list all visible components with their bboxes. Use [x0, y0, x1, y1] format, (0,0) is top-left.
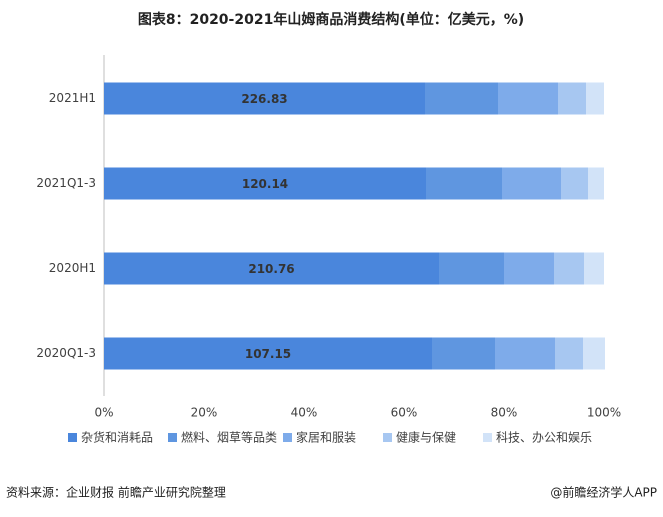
- legend-swatch: [483, 433, 492, 442]
- legend-label: 健康与保健: [396, 430, 456, 445]
- legend-label: 杂货和消耗品: [81, 430, 153, 445]
- bar-segment: [104, 252, 439, 285]
- bar-segment: [104, 167, 426, 200]
- x-tick-label: 40%: [291, 406, 318, 420]
- legend-swatch: [168, 433, 177, 442]
- bar-segment: [104, 337, 432, 370]
- bar-segment: [561, 167, 588, 200]
- y-tick-label: 2020H1: [49, 261, 96, 275]
- legend-swatch: [68, 433, 77, 442]
- bar-segment: [502, 167, 561, 200]
- total-label: 210.76: [248, 262, 294, 276]
- bar-segment: [498, 82, 558, 115]
- y-tick-label: 2021Q1-3: [36, 176, 96, 190]
- bar-segment: [554, 252, 584, 285]
- bar-segment: [426, 167, 502, 200]
- x-tick-label: 80%: [491, 406, 518, 420]
- bar-segment: [555, 337, 583, 370]
- bar-segment: [583, 337, 605, 370]
- x-tick-label: 0%: [94, 406, 113, 420]
- bar-segment: [584, 252, 604, 285]
- bar-segment: [586, 82, 604, 115]
- legend-label: 科技、办公和娱乐: [496, 430, 592, 445]
- x-tick-label: 20%: [191, 406, 218, 420]
- bar-segment: [504, 252, 554, 285]
- y-tick-label: 2021H1: [49, 91, 96, 105]
- bar-segment: [558, 82, 586, 115]
- chart-title: 图表8：2020-2021年山姆商品消费结构(单位：亿美元，%): [138, 11, 524, 28]
- bar-segment: [432, 337, 495, 370]
- x-tick-label: 60%: [391, 406, 418, 420]
- y-tick-label: 2020Q1-3: [36, 346, 96, 360]
- legend-label: 燃料、烟草等品类: [181, 430, 277, 445]
- bar-segment: [104, 82, 425, 115]
- legend-label: 家居和服装: [296, 430, 356, 445]
- legend-swatch: [283, 433, 292, 442]
- bar-segment: [425, 82, 498, 115]
- bar-segment: [495, 337, 555, 370]
- bar-segment: [439, 252, 504, 285]
- legend-swatch: [383, 433, 392, 442]
- total-label: 107.15: [245, 347, 291, 361]
- source: 资料来源：企业财报 前瞻产业研究院整理: [6, 485, 226, 500]
- bar-segment: [588, 167, 604, 200]
- credit: @前瞻经济学人APP: [550, 485, 657, 500]
- total-label: 120.14: [242, 177, 288, 191]
- total-label: 226.83: [241, 92, 287, 106]
- x-tick-label: 100%: [587, 406, 621, 420]
